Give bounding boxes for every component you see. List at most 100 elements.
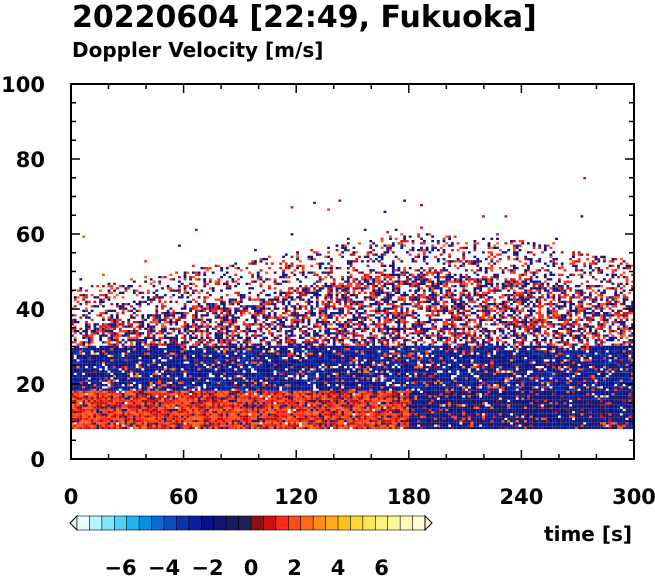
echo-cell bbox=[135, 404, 139, 407]
echo-cell bbox=[330, 393, 333, 396]
echo-cell bbox=[296, 267, 299, 270]
echo-cell bbox=[234, 386, 238, 389]
echo-cell bbox=[149, 343, 153, 346]
echo-cell bbox=[310, 312, 314, 315]
echo-cell bbox=[344, 424, 347, 427]
echo-cell bbox=[85, 420, 88, 423]
echo-cell bbox=[132, 352, 136, 355]
echo-cell bbox=[107, 330, 111, 333]
echo-cell bbox=[254, 312, 257, 315]
echo-cell bbox=[338, 415, 342, 418]
echo-cell bbox=[262, 309, 266, 312]
echo-cell bbox=[217, 379, 221, 382]
echo-cell bbox=[282, 291, 285, 294]
echo-cell bbox=[118, 363, 122, 366]
echo-cell bbox=[90, 381, 94, 385]
echo-cell bbox=[299, 343, 302, 346]
echo-cell bbox=[228, 386, 232, 389]
echo-cell bbox=[175, 386, 178, 389]
echo-cell bbox=[254, 354, 257, 357]
echo-cell bbox=[270, 397, 274, 400]
echo-cell bbox=[335, 327, 339, 330]
echo-cell bbox=[189, 417, 192, 421]
echo-cell bbox=[256, 307, 260, 310]
echo-cell bbox=[73, 415, 77, 418]
echo-cell bbox=[313, 390, 316, 394]
echo-cell bbox=[118, 350, 122, 353]
echo-cell bbox=[321, 318, 325, 321]
echo-cell bbox=[273, 282, 277, 285]
echo-cell bbox=[310, 404, 314, 407]
echo-cell bbox=[284, 325, 288, 328]
echo-cell bbox=[135, 417, 139, 421]
echo-cell bbox=[296, 359, 299, 362]
echo-cell bbox=[299, 271, 302, 274]
echo-cell bbox=[211, 359, 215, 362]
echo-cell bbox=[324, 271, 328, 274]
echo-cell bbox=[242, 397, 246, 400]
echo-cell bbox=[313, 359, 316, 362]
echo-cell bbox=[245, 406, 249, 409]
echo-cell bbox=[265, 336, 268, 339]
echo-cell bbox=[85, 334, 88, 337]
echo-cell bbox=[127, 325, 131, 328]
echo-cell bbox=[110, 402, 114, 405]
echo-cell bbox=[217, 404, 221, 407]
echo-cell bbox=[293, 269, 297, 272]
echo-cell bbox=[141, 413, 145, 416]
echo-cell bbox=[262, 390, 266, 394]
echo-cell bbox=[96, 415, 100, 418]
echo-cell bbox=[284, 424, 288, 427]
echo-cell bbox=[158, 343, 162, 346]
echo-cell bbox=[76, 417, 80, 421]
echo-cell bbox=[296, 348, 299, 351]
echo-cell bbox=[76, 296, 80, 299]
echo-cell bbox=[315, 251, 319, 254]
echo-cell bbox=[175, 341, 178, 344]
echo-cell bbox=[175, 359, 178, 362]
echo-cell bbox=[87, 426, 91, 430]
echo-cell bbox=[214, 422, 218, 425]
echo-cell bbox=[96, 330, 100, 333]
echo-cell bbox=[180, 348, 184, 351]
echo-cell bbox=[284, 276, 288, 279]
echo-cell bbox=[217, 348, 221, 351]
echo-cell bbox=[166, 354, 170, 357]
echo-cell bbox=[175, 415, 178, 418]
echo-cell bbox=[107, 420, 111, 423]
echo-cell bbox=[217, 375, 221, 378]
echo-cell bbox=[135, 406, 139, 409]
echo-cell bbox=[287, 393, 291, 396]
echo-cell bbox=[225, 318, 229, 321]
echo-cell bbox=[147, 399, 150, 403]
echo-cell bbox=[310, 386, 314, 389]
echo-cell bbox=[138, 343, 142, 346]
echo-cell bbox=[87, 415, 91, 418]
echo-cell bbox=[220, 307, 223, 310]
echo-cell bbox=[290, 408, 294, 412]
echo-cell bbox=[183, 323, 187, 326]
echo-cell bbox=[166, 381, 170, 385]
echo-cell bbox=[132, 359, 136, 362]
echo-cell bbox=[132, 420, 136, 423]
echo-cell bbox=[335, 381, 339, 385]
echo-cell bbox=[256, 352, 260, 355]
echo-cell bbox=[313, 273, 316, 276]
echo-cell bbox=[158, 404, 162, 407]
echo-cell bbox=[265, 395, 268, 398]
echo-cell bbox=[338, 282, 342, 285]
echo-cell bbox=[175, 375, 178, 378]
echo-cell bbox=[332, 386, 336, 389]
echo-cell bbox=[330, 312, 333, 315]
echo-cell bbox=[73, 352, 77, 355]
echo-cell bbox=[118, 390, 122, 394]
echo-cell bbox=[149, 402, 153, 405]
echo-cell bbox=[71, 404, 74, 407]
echo-cell bbox=[268, 399, 271, 403]
echo-cell bbox=[332, 415, 336, 418]
echo-cell bbox=[313, 289, 316, 292]
echo-cell bbox=[242, 408, 246, 412]
echo-cell bbox=[301, 395, 305, 398]
echo-cell bbox=[321, 370, 325, 373]
